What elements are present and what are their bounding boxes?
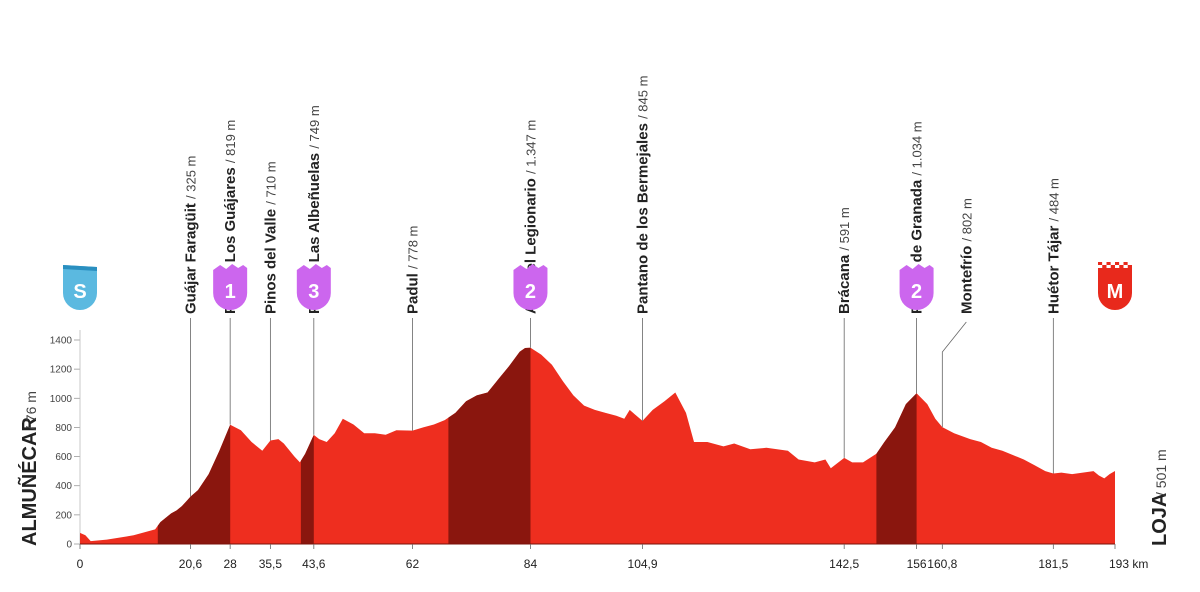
waypoint-line [941, 321, 967, 428]
waypoint-altitude: / 484 m [1046, 178, 1061, 221]
checker-cell [1106, 265, 1111, 268]
badge-shape [899, 264, 934, 310]
y-tick-label: 1200 [50, 365, 73, 376]
mountain-category-badge: 2 [513, 264, 548, 310]
start-badge: S [63, 265, 97, 310]
waypoint-label: Pinos del Valle / 710 m [262, 161, 279, 314]
waypoint-altitude: / 845 m [636, 76, 651, 119]
start-name: ALMUÑÉCAR [18, 417, 41, 546]
badge-shape [296, 264, 331, 310]
waypoint-name: Brácana [836, 251, 853, 314]
badge-category: 3 [308, 281, 319, 303]
checker-cell [1115, 262, 1120, 265]
waypoint-name: Guájar Faragüit [182, 199, 199, 314]
elevation-profile [80, 347, 1115, 544]
badge-shape [213, 264, 248, 310]
waypoint-altitude: / 1.034 m [910, 121, 925, 175]
start-badge-stripe [63, 265, 97, 271]
waypoint-label: Guájar Faragüit / 325 m [182, 156, 199, 314]
x-tick-label: 193 km [1109, 557, 1148, 571]
x-tick-label: 20,6 [179, 557, 203, 571]
x-axis-ticks: 0 20,6 28 35,5 43,6 62 84 104,9 142,5 156 160,8 181… [77, 544, 1148, 571]
climb-section [876, 393, 917, 544]
y-tick-label: 800 [55, 423, 72, 434]
waypoint-name: Pantano de los Bermejales [635, 119, 652, 314]
y-tick-label: 400 [55, 481, 72, 492]
mountain-category-badge: 2 [899, 264, 934, 310]
mountain-category-badge: 3 [296, 264, 331, 310]
waypoint-altitude: / 778 m [405, 226, 420, 269]
waypoint-altitude: / 802 m [959, 198, 974, 241]
waypoint-altitude: / 1.347 m [523, 120, 538, 174]
x-tick-label: 84 [524, 557, 538, 571]
elevation-area [80, 347, 1115, 545]
checker-cell [1115, 265, 1120, 268]
waypoint-label: Padul / 778 m [404, 226, 421, 314]
x-tick-label: 43,6 [302, 557, 326, 571]
x-tick-label: 62 [406, 557, 420, 571]
checker-cell [1102, 262, 1107, 265]
y-tick-label: 600 [55, 452, 72, 463]
badge-category: 2 [525, 281, 536, 303]
x-tick-label: 156 [907, 557, 927, 571]
chart-grid [74, 330, 81, 545]
waypoint-altitude: / 325 m [183, 156, 198, 199]
x-tick-label: 142,5 [829, 557, 859, 571]
waypoint-label: Pantano de los Bermejales / 845 m [635, 76, 652, 314]
climb-section [448, 347, 531, 544]
checker-cell [1106, 262, 1111, 265]
waypoint-label: Huétor Tájar / 484 m [1045, 178, 1062, 314]
x-tick-label: 181,5 [1038, 557, 1068, 571]
start-badge-letter: S [73, 281, 86, 303]
finish-badge-letter: M [1107, 281, 1124, 303]
checker-cell [1127, 265, 1132, 268]
x-tick-label: 0 [77, 557, 84, 571]
checker-cell [1098, 262, 1103, 265]
badge-category: 1 [225, 281, 236, 303]
x-tick-label: 35,5 [259, 557, 283, 571]
y-tick-label: 1000 [50, 394, 73, 405]
finish-name: LOJA [1149, 493, 1171, 546]
x-tick-label: 28 [223, 557, 237, 571]
checker-cell [1119, 265, 1124, 268]
start-badge-shape [63, 265, 97, 310]
waypoint-name: Padul [404, 269, 421, 314]
waypoint-lines [190, 318, 1054, 497]
badge-shape [513, 264, 548, 310]
waypoint-name: Montefrío [958, 242, 975, 315]
checker-cell [1127, 262, 1132, 265]
badges: 1 3 2 2 S M [63, 262, 1132, 310]
checker-cell [1123, 265, 1128, 268]
waypoint-label: Montefrío / 802 m [958, 198, 975, 314]
checker-cell [1123, 262, 1128, 265]
waypoint-altitude: / 749 m [307, 105, 322, 148]
climb-section [157, 424, 231, 544]
checker-cell [1098, 265, 1103, 268]
finish-badge-shape [1098, 268, 1132, 310]
waypoint-name: Huétor Tájar [1045, 221, 1062, 314]
waypoint-altitude: / 819 m [223, 120, 238, 163]
checker-cell [1110, 262, 1115, 265]
mountain-category-badge: 1 [213, 264, 248, 310]
checker-cell [1110, 265, 1115, 268]
y-tick-label: 0 [66, 540, 72, 551]
y-axis-ticks: 0 200 400 600 800 1000 1200 1400 [50, 336, 73, 551]
checker-cell [1102, 265, 1107, 268]
x-tick-label: 104,9 [628, 557, 658, 571]
checker-cell [1119, 262, 1124, 265]
y-tick-label: 1400 [50, 336, 73, 347]
waypoint-label: Brácana / 591 m [836, 207, 853, 314]
climb-section [300, 434, 314, 544]
waypoint-altitude: / 591 m [837, 207, 852, 250]
waypoint-altitude: / 710 m [263, 161, 278, 204]
x-tick-label: 160,8 [927, 557, 957, 571]
start-altitude: / 76 m [23, 391, 39, 430]
badge-category: 2 [911, 281, 922, 303]
waypoint-name: Pinos del Valle [262, 205, 279, 314]
y-tick-label: 200 [55, 510, 72, 521]
finish-altitude: / 501 m [1153, 449, 1169, 496]
finish-badge: M [1098, 262, 1132, 310]
